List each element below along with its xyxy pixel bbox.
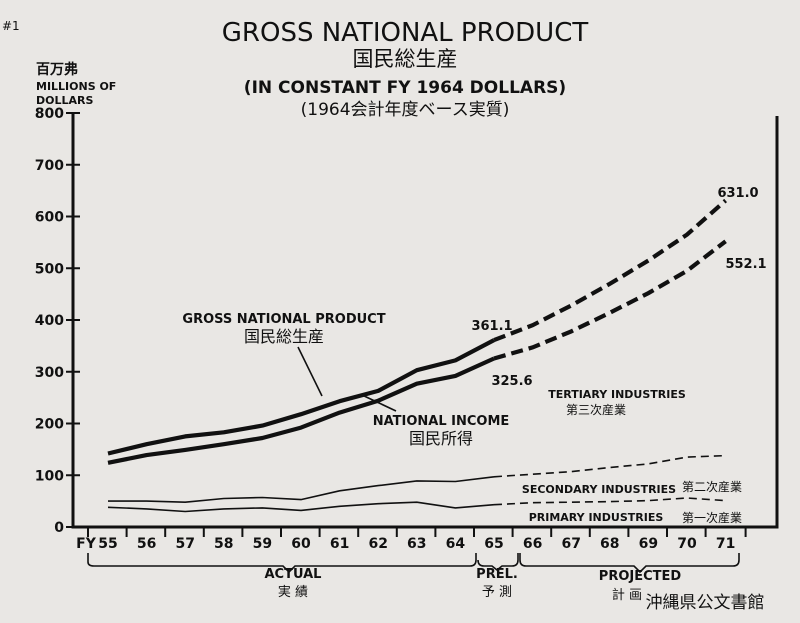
x-tick-label: 57 — [175, 536, 194, 552]
x-tick-label: 61 — [330, 536, 349, 552]
series-line-projected — [493, 497, 726, 506]
chart-subtitle: (IN CONSTANT FY 1964 DOLLARS) — [244, 78, 566, 98]
y-tick-label: 300 — [35, 365, 64, 381]
series-lines — [107, 198, 727, 513]
period-label-actual-ja: 実 績 — [278, 584, 308, 600]
chart-frame — [71, 113, 779, 529]
series-label-tertiary-ja: 第三次産業 — [566, 402, 626, 417]
y-axis-label-en-1: MILLIONS OF — [36, 80, 116, 93]
series-label-tertiary: TERTIARY INDUSTRIES — [548, 388, 686, 401]
period-label-prel: PREL. — [476, 567, 518, 582]
x-axis-label: FY — [76, 536, 97, 552]
series-line-actual — [107, 501, 495, 513]
y-tick-label: 200 — [35, 417, 64, 433]
x-tick-label: 55 — [98, 536, 117, 552]
series-line-projected — [493, 198, 727, 343]
period-label-projected-ja: 計 画 — [612, 587, 642, 603]
series-label-gnp: GROSS NATIONAL PRODUCT — [182, 312, 385, 327]
x-tick-label: 71 — [716, 536, 735, 552]
series-line-projected — [493, 454, 726, 478]
y-tick-label: 600 — [35, 210, 64, 226]
x-ticks: 55 56 57 58 59 60 61 62 63 64 65 66 67 68 69 70 71 — [87, 527, 747, 552]
brace-prel — [477, 553, 519, 572]
x-tick-label: 59 — [253, 536, 272, 552]
y-tick-label: 100 — [35, 468, 64, 484]
x-tick-label: 65 — [484, 536, 503, 552]
period-label-actual: ACTUAL — [265, 567, 322, 582]
x-tick-label: 66 — [523, 536, 542, 552]
x-tick-label: 63 — [407, 536, 426, 552]
x-tick-label: 68 — [600, 536, 619, 552]
y-ticks: 0 100 200 300 400 500 600 700 800 — [35, 106, 80, 536]
chart-title: GROSS NATIONAL PRODUCT — [222, 18, 589, 48]
x-tick-label: 67 — [561, 536, 580, 552]
corner-mark: #1 — [2, 19, 20, 33]
series-label-ni: NATIONAL INCOME — [373, 414, 510, 429]
series-line-actual — [108, 476, 495, 503]
x-tick-label: 69 — [639, 536, 658, 552]
ni-leader-line — [361, 394, 397, 412]
series-label-primary: PRIMARY INDUSTRIES — [529, 511, 664, 524]
period-label-prel-ja: 予 測 — [482, 585, 512, 600]
series-label-ni-ja: 国民所得 — [409, 429, 473, 448]
series-label-secondary: SECONDARY INDUSTRIES — [522, 483, 676, 496]
chart-subtitle-ja: (1964会計年度ベース実質) — [301, 100, 510, 120]
value-label-ni-65: 325.6 — [491, 374, 532, 389]
y-tick-label: 0 — [54, 520, 64, 536]
y-tick-label: 400 — [35, 313, 64, 329]
x-tick-label: 60 — [291, 536, 311, 552]
y-axis-label-ja: 百万弗 — [36, 61, 78, 78]
x-tick-label: 64 — [446, 536, 466, 552]
y-tick-label: 500 — [35, 261, 64, 277]
value-label-gnp-71: 631.0 — [717, 186, 758, 201]
brace-actual — [87, 553, 477, 574]
period-label-projected: PROJECTED — [599, 569, 682, 584]
value-label-gnp-65: 361.1 — [471, 319, 512, 334]
series-label-gnp-ja: 国民総生産 — [244, 327, 324, 346]
series-line-projected — [493, 239, 727, 361]
series-line-actual — [107, 338, 495, 456]
gnp-leader-line — [297, 346, 323, 397]
y-tick-label: 700 — [35, 158, 64, 174]
brace-projected — [519, 553, 740, 574]
archive-watermark: 沖縄県公文書館 — [646, 593, 765, 613]
x-tick-label: 62 — [368, 536, 387, 552]
x-tick-label: 56 — [137, 536, 156, 552]
series-label-primary-ja: 第一次産業 — [682, 510, 742, 525]
x-tick-label: 70 — [677, 536, 697, 552]
series-label-secondary-ja: 第二次産業 — [682, 479, 742, 494]
y-axis-label-en-2: DOLLARS — [36, 94, 93, 107]
series-line-actual — [107, 356, 495, 465]
chart-title-ja: 国民総生産 — [353, 47, 458, 71]
y-tick-label: 800 — [35, 106, 64, 122]
x-tick-label: 58 — [214, 536, 233, 552]
value-label-ni-71: 552.1 — [725, 257, 766, 272]
